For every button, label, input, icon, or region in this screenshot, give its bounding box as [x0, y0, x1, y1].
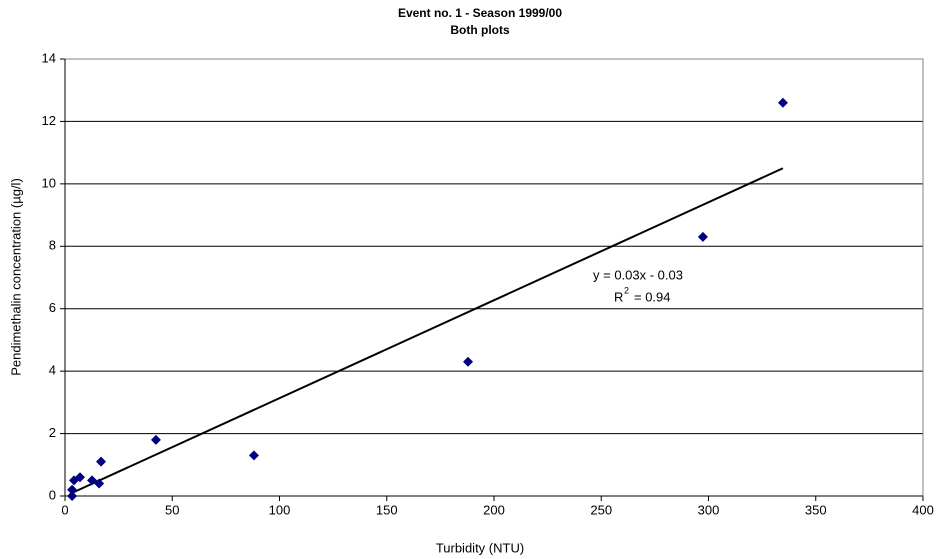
chart-subtitle: Both plots: [450, 23, 510, 37]
r-squared-exponent: 2: [624, 285, 629, 295]
plot-area: [64, 58, 924, 497]
x-tick-label: 300: [698, 502, 720, 517]
data-point: [96, 456, 107, 467]
data-point: [697, 231, 708, 242]
x-tick-label: 200: [483, 502, 505, 517]
chart-title: Event no. 1 - Season 1999/00: [398, 6, 562, 20]
data-point: [463, 356, 474, 367]
y-tick-label: 10: [42, 175, 56, 190]
y-axis-label: Pendimethalin concentration (µg/l): [8, 178, 23, 376]
trend-equation: y = 0.03x - 0.03: [593, 267, 683, 282]
data-point: [150, 434, 161, 445]
y-tick-label: 14: [42, 50, 56, 65]
data-point: [248, 450, 259, 461]
x-tick-label: 350: [805, 502, 827, 517]
x-axis-label: Turbidity (NTU): [436, 540, 524, 555]
data-point: [777, 97, 788, 108]
y-tick-label: 6: [49, 300, 56, 315]
x-tick-label: 150: [376, 502, 398, 517]
y-tick-label: 12: [42, 113, 56, 128]
y-tick-label: 0: [49, 487, 56, 502]
data-point: [67, 491, 78, 501]
r-squared-symbol: R: [614, 289, 623, 304]
x-tick-label: 400: [912, 502, 934, 517]
data-point: [67, 484, 78, 495]
data-point: [94, 478, 105, 489]
x-tick-label: 0: [61, 502, 68, 517]
trendline: [71, 167, 784, 494]
x-tick-label: 50: [165, 502, 179, 517]
data-point: [87, 475, 98, 486]
data-point: [69, 475, 80, 486]
x-tick-label: 100: [269, 502, 291, 517]
x-tick-label: 250: [590, 502, 612, 517]
y-tick-label: 2: [49, 425, 56, 440]
y-tick-label: 8: [49, 238, 56, 253]
y-tick-label: 4: [49, 363, 56, 378]
r-squared-value: = 0.94: [634, 289, 671, 304]
